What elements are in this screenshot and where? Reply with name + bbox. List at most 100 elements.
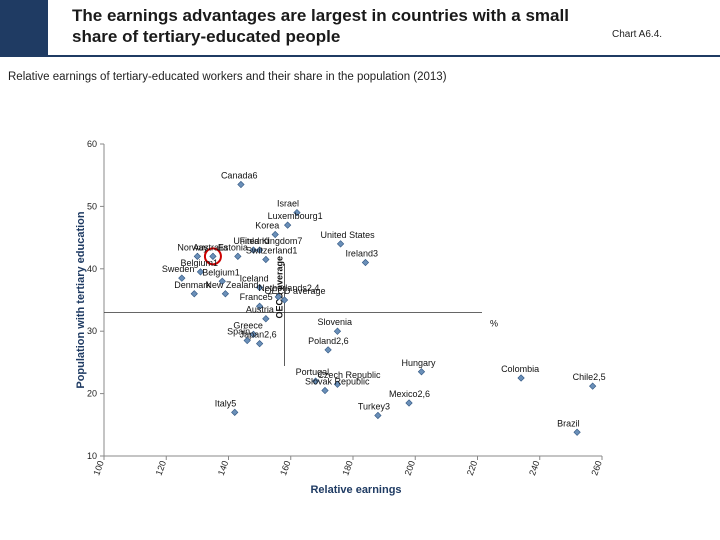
data-point (293, 209, 301, 217)
y-tick-label: 40 (87, 264, 97, 274)
point-label: Poland2,6 (308, 336, 349, 346)
data-point (321, 386, 329, 395)
data-point (280, 296, 289, 304)
header-divider (0, 55, 720, 57)
x-tick-label: 260 (589, 459, 604, 477)
data-point (218, 277, 226, 285)
point-label: Norway (177, 242, 208, 252)
point-label: Spain (227, 327, 250, 337)
data-point (256, 302, 264, 310)
data-point (417, 368, 426, 376)
point-label: Belgium1 (180, 258, 218, 268)
point-label: New Zealand (205, 280, 258, 290)
point-label: Brazil (557, 418, 580, 428)
point-label: Slovak Republic (305, 376, 370, 386)
data-point (284, 221, 292, 229)
data-point (336, 240, 345, 248)
data-point (237, 180, 245, 189)
highlight-circle (203, 247, 222, 266)
point-label: OECD average (265, 286, 326, 296)
data-point (209, 252, 217, 260)
reference-lines: OECD average% (104, 247, 498, 366)
data-point (178, 274, 186, 282)
slide-title: The earnings advantages are largest in c… (72, 6, 569, 46)
data-point (361, 258, 370, 267)
data-point (231, 408, 239, 416)
y-tick-label: 10 (87, 451, 97, 461)
point-label: Austria (246, 305, 274, 315)
x-tick-label: 180 (340, 459, 355, 477)
point-label: United Kingdom7 (233, 236, 302, 246)
point-label: Mexico2,6 (389, 389, 430, 399)
point-label: Slovenia (317, 317, 352, 327)
point-label: Australia (193, 242, 228, 252)
point-label: Finland (240, 236, 270, 246)
point-label: Canada6 (221, 171, 258, 181)
data-point (374, 411, 382, 420)
point-label: Italy5 (215, 398, 237, 408)
data-point (249, 246, 258, 254)
x-tick-label: 240 (527, 459, 542, 477)
point-label: United States (321, 230, 376, 240)
point-label: Iceland (240, 274, 269, 284)
point-label: Japan2,6 (240, 330, 277, 340)
x-tick-label: 160 (278, 459, 293, 477)
point-label: Netherlands2,4 (258, 283, 319, 293)
point-label: France5 (240, 292, 273, 302)
chart-subtitle: Relative earnings of tertiary-educated w… (8, 71, 447, 83)
data-point (243, 336, 251, 345)
data-point (333, 327, 342, 335)
chart-axes: 10 20 30 40 50 60 100 120 140 160 180 200 220 240 260 (87, 139, 604, 477)
point-label: Luxembourg1 (268, 211, 323, 221)
data-point (405, 399, 413, 407)
y-tick-label: 50 (87, 201, 97, 211)
chart-reference: Chart A6.4. (612, 29, 663, 40)
data-point (256, 340, 264, 348)
data-point (262, 255, 270, 264)
data-point (517, 374, 525, 382)
point-label: Turkey3 (358, 401, 390, 411)
x-tick-label: 120 (154, 459, 169, 477)
point-label: Greece (233, 320, 263, 330)
x-tick-label: 140 (216, 459, 231, 477)
x-axis-title: Relative earnings (310, 484, 401, 496)
point-label: Belgium1 (202, 267, 240, 277)
y-tick-label: 20 (87, 389, 97, 399)
point-label: Switzerland1 (246, 245, 298, 255)
data-point (324, 346, 332, 354)
data-point (256, 246, 264, 254)
header-accent (0, 0, 48, 55)
point-label: Denmark (174, 280, 211, 290)
y-tick-label: 30 (87, 326, 97, 336)
x-tick-label: 220 (465, 459, 480, 477)
data-point (271, 230, 279, 239)
data-point (312, 377, 320, 385)
x-tick-label: 200 (403, 459, 418, 477)
data-point (333, 380, 342, 388)
data-points (178, 180, 597, 436)
data-point (193, 252, 201, 260)
data-point (196, 268, 205, 276)
y-axis-title: Population with tertiary education (75, 211, 87, 389)
point-label: Estonia (218, 242, 248, 252)
point-label: Israel (277, 199, 299, 209)
point-label: Sweden (162, 264, 195, 274)
data-point (274, 293, 282, 301)
point-label: Chile2,5 (573, 372, 606, 382)
point-label: Korea (255, 220, 279, 230)
point-label: Colombia (501, 364, 539, 374)
data-point (262, 315, 270, 323)
data-point (234, 252, 242, 260)
header-band (0, 0, 720, 55)
data-point (256, 283, 264, 292)
y-tick-label: 60 (87, 139, 97, 149)
point-label: Hungary (401, 358, 436, 368)
data-point (573, 428, 581, 436)
data-point (249, 330, 258, 338)
point-label: Czech Republic (317, 370, 381, 380)
percent-label: % (490, 318, 498, 328)
oecd-average-vertical-label: OECD average (275, 256, 285, 319)
point-label: Portugal (296, 367, 330, 377)
